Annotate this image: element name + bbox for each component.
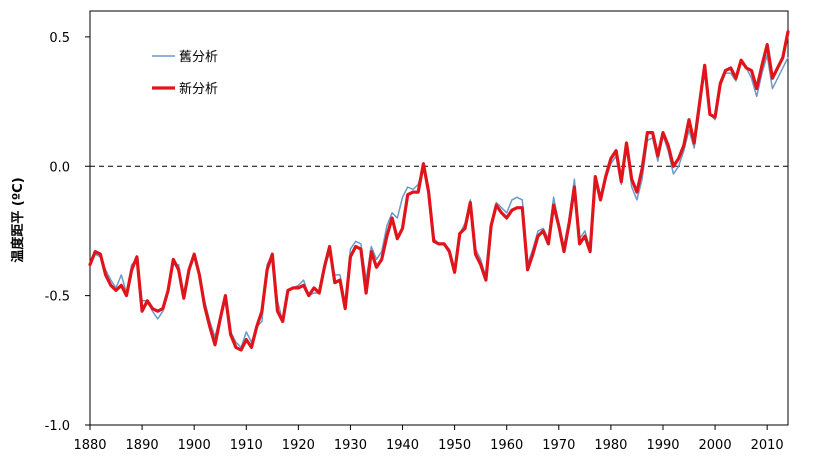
y-tick-label: -0.5 <box>45 290 70 305</box>
legend-label-new: 新分析 <box>179 81 218 97</box>
x-axis: 1880 1890 1900 1910 1920 1930 1940 1950 1960 1970… <box>73 425 784 453</box>
x-tick-label: 1910 <box>230 438 263 453</box>
y-axis-title: 温度距平 (ºC) <box>10 177 26 262</box>
x-tick-label: 2010 <box>751 438 784 453</box>
x-tick-label: 1960 <box>490 438 523 453</box>
x-tick-label: 1970 <box>542 438 575 453</box>
series-layer <box>88 30 790 352</box>
x-tick-label: 1990 <box>646 438 679 453</box>
x-tick-label: 1920 <box>282 438 315 453</box>
y-tick-label: 0.5 <box>49 31 70 46</box>
x-tick-label: 2000 <box>699 438 732 453</box>
x-tick-label: 1950 <box>438 438 471 453</box>
x-tick-label: 1940 <box>386 438 419 453</box>
legend-label-old: 舊分析 <box>179 50 218 65</box>
x-tick-label: 1930 <box>334 438 367 453</box>
y-tick-label: 0.0 <box>49 160 70 175</box>
x-tick-label: 1890 <box>126 438 159 453</box>
x-tick-label: 1880 <box>73 438 106 453</box>
new-analysis-line <box>88 30 790 352</box>
x-tick-label: 1900 <box>178 438 211 453</box>
y-tick-label: -1.0 <box>45 419 70 434</box>
plot-area-frame <box>89 10 789 426</box>
x-tick-label: 1980 <box>594 438 627 453</box>
y-axis: 0.5 0.0 -0.5 -1.0 <box>45 31 90 434</box>
